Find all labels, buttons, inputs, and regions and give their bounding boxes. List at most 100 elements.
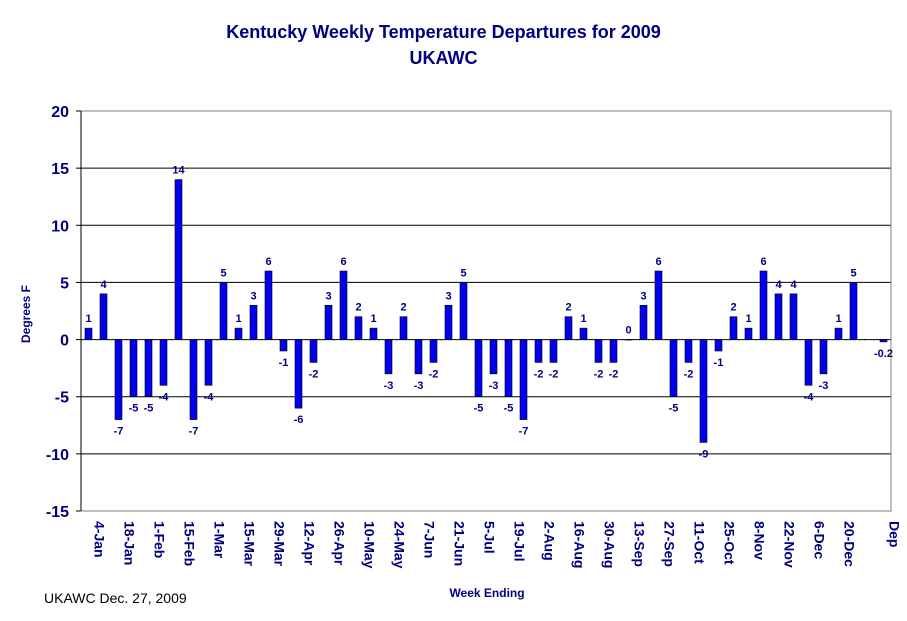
data-label: 5 [460, 267, 466, 279]
data-label: -4 [204, 391, 215, 403]
x-tick-label: 15-Mar [242, 521, 258, 567]
data-label: -5 [129, 403, 139, 415]
bar [189, 339, 198, 420]
bar [624, 339, 633, 341]
bar [564, 316, 573, 340]
y-tick-label: 0 [60, 333, 69, 350]
data-label: -7 [189, 426, 199, 438]
data-label: 5 [220, 267, 226, 279]
y-tick-label: 10 [51, 218, 69, 235]
bar [474, 339, 483, 398]
chart-subtitle: UKAWC [409, 48, 478, 68]
data-label: 4 [790, 279, 797, 291]
data-label: 1 [745, 313, 751, 325]
bar [519, 339, 528, 420]
data-label: 3 [250, 290, 256, 302]
y-tick-label: 5 [60, 275, 69, 292]
bar [219, 282, 228, 340]
bar [849, 282, 858, 340]
x-tick-label: 10-May [362, 521, 378, 569]
bar [339, 270, 348, 340]
bar [819, 339, 828, 375]
bar [129, 339, 138, 398]
data-label: 3 [325, 290, 331, 302]
data-label: 0 [625, 325, 631, 337]
data-label: -2 [609, 368, 619, 380]
bar [84, 327, 93, 340]
x-tick-label: 22-Nov [782, 521, 798, 568]
x-tick-label: 12-Apr [302, 521, 318, 566]
x-tick-label: 1-Mar [212, 521, 228, 559]
bar [579, 327, 588, 340]
bar [249, 304, 258, 340]
axes: Degrees F Week Ending [19, 285, 525, 600]
bar [729, 316, 738, 340]
bar [309, 339, 318, 363]
x-tick-label: Dep [887, 521, 903, 547]
bar [204, 339, 213, 386]
bar [114, 339, 123, 420]
gridlines [76, 110, 892, 512]
bar [834, 327, 843, 340]
bar [699, 339, 708, 443]
data-label: 2 [355, 302, 361, 314]
x-tick-label: 6-Dec [812, 521, 828, 559]
data-label: -5 [669, 403, 679, 415]
data-label: -3 [489, 380, 499, 392]
x-tick-label: 5-Jul [482, 521, 498, 554]
data-label: -7 [519, 426, 529, 438]
bar [504, 339, 513, 398]
data-label: 6 [655, 256, 661, 268]
bar [354, 316, 363, 340]
x-tick-label: 7-Jun [422, 521, 438, 558]
data-label: 3 [640, 290, 646, 302]
bar [294, 339, 303, 409]
data-label: -4 [159, 391, 170, 403]
x-tick-label: 21-Jun [452, 521, 468, 566]
bar [534, 339, 543, 363]
bar [669, 339, 678, 398]
bar [789, 293, 798, 340]
y-tick-labels: -15 -10 -5 0 5 10 15 20 [46, 104, 69, 521]
data-label: 1 [580, 313, 586, 325]
bar [144, 339, 153, 398]
x-tick-label: 1-Feb [152, 521, 168, 558]
data-label: 6 [760, 256, 766, 268]
data-label: 4 [775, 279, 782, 291]
bar [279, 339, 288, 352]
bar [399, 316, 408, 340]
x-tick-label: 16-Aug [572, 521, 588, 568]
data-label: -5 [504, 403, 514, 415]
data-label: -1 [279, 357, 289, 369]
y-axis-title: Degrees F [19, 285, 33, 343]
bars [84, 179, 888, 443]
y-tick-label: -5 [55, 390, 69, 407]
bar [234, 327, 243, 340]
x-tick-label: 29-Mar [272, 521, 288, 567]
bar [324, 304, 333, 340]
bar [774, 293, 783, 340]
data-label: -2 [549, 368, 559, 380]
y-tick-label: -10 [46, 447, 69, 464]
bar [444, 304, 453, 340]
data-label: 2 [400, 302, 406, 314]
bar [384, 339, 393, 375]
bar [489, 339, 498, 375]
bar [879, 339, 888, 343]
credit-text: UKAWC Dec. 27, 2009 [44, 590, 187, 606]
data-label: 5 [850, 267, 856, 279]
x-tick-label: 24-May [392, 521, 408, 569]
data-label: -7 [114, 426, 124, 438]
x-tick-label: 27-Sep [662, 521, 678, 567]
data-label: 1 [235, 313, 241, 325]
bar [759, 270, 768, 340]
bar [549, 339, 558, 363]
data-labels: 14-7-5 -5-414-7-45136-1-6-23621-32-3-235-… [85, 165, 893, 461]
data-label: 4 [100, 279, 107, 291]
data-label: -6 [294, 414, 304, 426]
data-label: -2 [429, 368, 439, 380]
data-label: 3 [445, 290, 451, 302]
bar [174, 179, 183, 340]
